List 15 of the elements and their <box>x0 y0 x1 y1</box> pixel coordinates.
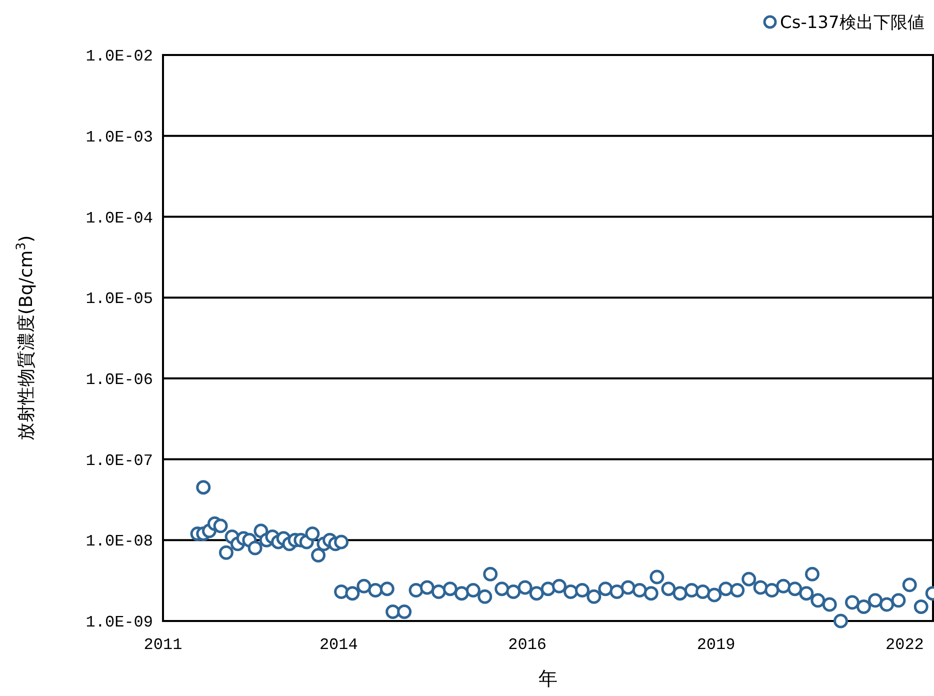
x-tick-label: 2014 <box>319 636 358 654</box>
y-tick-label: 1.0E-06 <box>86 371 153 390</box>
y-tick-label: 1.0E-05 <box>86 290 153 308</box>
y-tick-label: 1.0E-03 <box>86 128 153 146</box>
y-tick-label: 1.0E-08 <box>86 532 153 551</box>
x-tick-label: 2019 <box>696 636 736 654</box>
y-tick-label: 1.0E-07 <box>86 452 153 470</box>
x-tick-label: 2011 <box>144 636 182 654</box>
legend-label: Cs-137検出下限値 <box>780 12 924 33</box>
y-tick-label: 1.0E-09 <box>86 614 153 632</box>
y-tick-label: 1.0E-04 <box>86 209 153 228</box>
x-tick-label: 2016 <box>508 636 547 654</box>
y-tick-label: 1.0E-02 <box>86 48 153 66</box>
x-axis-title: 年 <box>538 668 558 690</box>
x-tick-label: 2022 <box>885 636 924 654</box>
